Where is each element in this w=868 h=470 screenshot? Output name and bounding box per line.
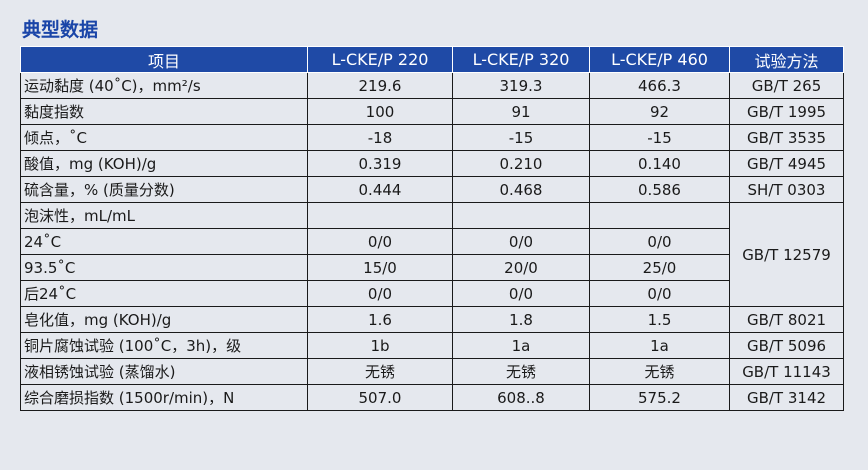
test-method: GB/T 8021 [729, 306, 844, 333]
value-320: -15 [452, 124, 590, 151]
test-method: GB/T 5096 [729, 332, 844, 359]
value-320: 319.3 [452, 72, 590, 99]
table-row: 硫含量，% (质量分数) 0.444 0.468 0.586 SH/T 0303 [20, 176, 844, 203]
value-460: 1a [589, 332, 730, 359]
test-method: GB/T 1995 [729, 98, 844, 125]
value-320 [452, 202, 590, 229]
row-label: 液相锈蚀试验 (蒸馏水) [20, 358, 308, 385]
row-label: 24˚C [20, 228, 308, 255]
value-220: -18 [307, 124, 453, 151]
test-method: GB/T 11143 [729, 358, 844, 385]
table-row: 倾点，˚C -18 -15 -15 GB/T 3535 [20, 124, 844, 151]
value-460: 575.2 [589, 384, 730, 411]
table-row: 液相锈蚀试验 (蒸馏水) 无锈 无锈 无锈 GB/T 11143 [20, 358, 844, 385]
header-row: 项目 L-CKE/P 220 L-CKE/P 320 L-CKE/P 460 试… [20, 46, 844, 73]
row-label: 皂化值，mg (KOH)/g [20, 306, 308, 333]
value-460: 0/0 [589, 228, 730, 255]
value-460: 无锈 [589, 358, 730, 385]
value-320: 0.468 [452, 176, 590, 203]
value-320: 0/0 [452, 280, 590, 307]
value-460: 92 [589, 98, 730, 125]
value-220: 无锈 [307, 358, 453, 385]
value-220: 0/0 [307, 228, 453, 255]
value-220: 0/0 [307, 280, 453, 307]
test-method: GB/T 4945 [729, 150, 844, 177]
value-320: 1a [452, 332, 590, 359]
section-title: 典型数据 [22, 19, 99, 41]
value-460: 1.5 [589, 306, 730, 333]
value-220: 15/0 [307, 254, 453, 281]
value-460 [589, 202, 730, 229]
test-method: GB/T 3142 [729, 384, 844, 411]
value-220: 1b [307, 332, 453, 359]
row-label: 倾点，˚C [20, 124, 308, 151]
test-method: GB/T 12579 [729, 202, 844, 307]
header-grade-460: L-CKE/P 460 [589, 46, 730, 73]
row-label: 93.5˚C [20, 254, 308, 281]
table-row: 皂化值，mg (KOH)/g 1.6 1.8 1.5 GB/T 8021 [20, 306, 844, 333]
value-460: 466.3 [589, 72, 730, 99]
value-320: 608..8 [452, 384, 590, 411]
value-220 [307, 202, 453, 229]
row-label: 运动黏度 (40˚C)，mm²/s [20, 72, 308, 99]
value-460: 25/0 [589, 254, 730, 281]
test-method: SH/T 0303 [729, 176, 844, 203]
row-label: 黏度指数 [20, 98, 308, 125]
row-label: 铜片腐蚀试验 (100˚C，3h)，级 [20, 332, 308, 359]
row-label: 泡沫性，mL/mL [20, 202, 308, 229]
table-row: 后24˚C 0/0 0/0 0/0 [20, 280, 844, 307]
typical-data-section: 典型数据 项目 L-CKE/P 220 L-CKE/P 320 L-CKE/P … [20, 14, 844, 411]
value-320: 0.210 [452, 150, 590, 177]
header-item: 项目 [20, 46, 308, 73]
table-row: 运动黏度 (40˚C)，mm²/s 219.6 319.3 466.3 GB/T… [20, 72, 844, 99]
value-220: 219.6 [307, 72, 453, 99]
value-460: 0.140 [589, 150, 730, 177]
table-row: 酸值，mg (KOH)/g 0.319 0.210 0.140 GB/T 494… [20, 150, 844, 177]
value-320: 20/0 [452, 254, 590, 281]
value-220: 1.6 [307, 306, 453, 333]
typical-data-table: 项目 L-CKE/P 220 L-CKE/P 320 L-CKE/P 460 试… [20, 46, 844, 411]
value-460: 0/0 [589, 280, 730, 307]
test-method: GB/T 265 [729, 72, 844, 99]
header-grade-320: L-CKE/P 320 [452, 46, 590, 73]
value-220: 0.444 [307, 176, 453, 203]
value-220: 0.319 [307, 150, 453, 177]
value-320: 无锈 [452, 358, 590, 385]
table-row: 综合磨损指数 (1500r/min)，N 507.0 608..8 575.2 … [20, 384, 844, 411]
test-method: GB/T 3535 [729, 124, 844, 151]
row-label: 酸值，mg (KOH)/g [20, 150, 308, 177]
value-460: -15 [589, 124, 730, 151]
value-220: 100 [307, 98, 453, 125]
table-row-foam-header: 泡沫性，mL/mL GB/T 12579 [20, 202, 844, 307]
header-test-method: 试验方法 [729, 46, 844, 73]
row-label: 硫含量，% (质量分数) [20, 176, 308, 203]
value-320: 1.8 [452, 306, 590, 333]
header-grade-220: L-CKE/P 220 [307, 46, 453, 73]
table-row: 93.5˚C 15/0 20/0 25/0 [20, 254, 844, 281]
value-220: 507.0 [307, 384, 453, 411]
table-row: 铜片腐蚀试验 (100˚C，3h)，级 1b 1a 1a GB/T 5096 [20, 332, 844, 359]
table-row: 黏度指数 100 91 92 GB/T 1995 [20, 98, 844, 125]
value-320: 91 [452, 98, 590, 125]
table-row: 24˚C 0/0 0/0 0/0 [20, 228, 844, 255]
value-460: 0.586 [589, 176, 730, 203]
row-label: 后24˚C [20, 280, 308, 307]
value-320: 0/0 [452, 228, 590, 255]
row-label: 综合磨损指数 (1500r/min)，N [20, 384, 308, 411]
